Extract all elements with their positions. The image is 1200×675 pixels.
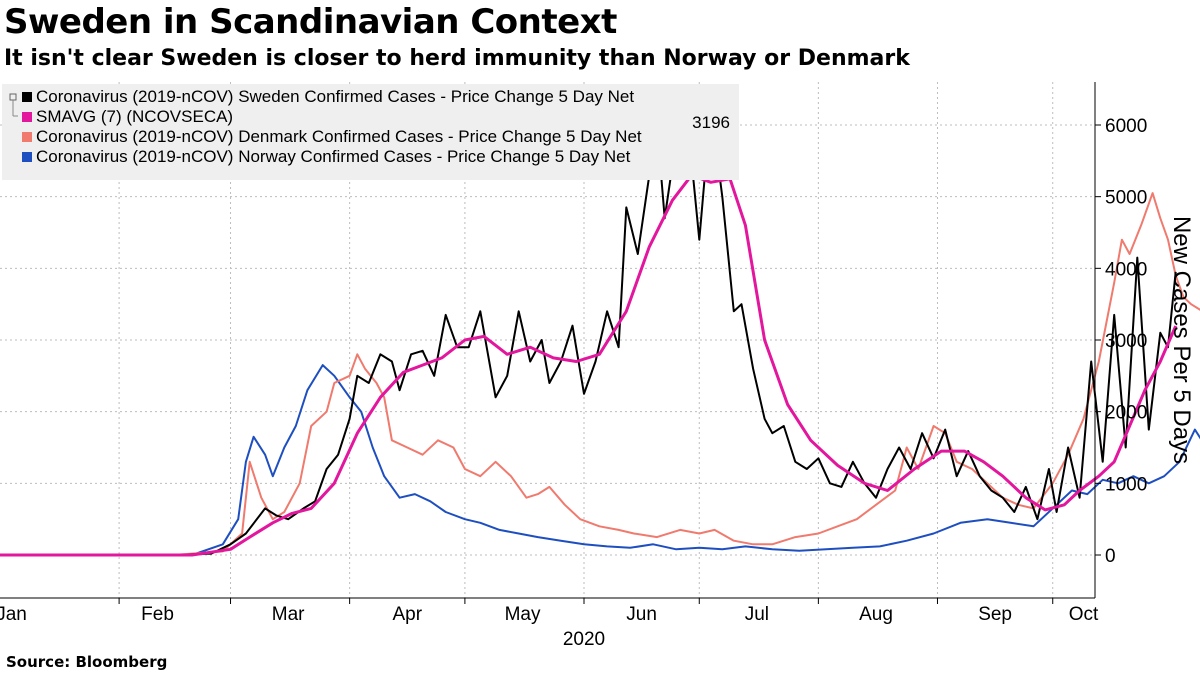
x-tick-label: May (505, 604, 541, 625)
series-line-1 (0, 173, 1178, 557)
legend: Coronavirus (2019-nCOV) Sweden Confirmed… (2, 84, 739, 180)
source-note: Source: Bloomberg (6, 653, 168, 671)
legend-swatch (22, 132, 32, 142)
y-tick-label: 3000 (1105, 331, 1147, 352)
y-tick-label: 2000 (1105, 403, 1147, 424)
legend-last-value: 3196 (692, 113, 730, 132)
legend-entry: Coronavirus (2019-nCOV) Norway Confirmed… (36, 147, 631, 166)
x-tick-label: Jun (626, 604, 657, 625)
x-tick-label: Aug (859, 604, 893, 625)
series-line-0 (0, 106, 1177, 556)
legend-entry: Coronavirus (2019-nCOV) Denmark Confirme… (36, 127, 642, 146)
chart-title: Sweden in Scandinavian Context (4, 2, 617, 42)
x-tick-label: Oct (1069, 604, 1099, 625)
legend-entry: SMAVG (7) (NCOVSECA) (36, 107, 233, 126)
series-line-3 (0, 364, 1200, 556)
legend-swatch (22, 112, 32, 122)
y-tick-label: 6000 (1105, 116, 1147, 137)
series-line-2 (0, 192, 1200, 556)
x-tick-label: Feb (141, 604, 174, 625)
x-tick-label: Sep (978, 604, 1012, 625)
x-tick-label: Mar (272, 604, 305, 625)
y-tick-label: 4000 (1105, 259, 1147, 280)
legend-swatch (22, 92, 32, 102)
legend-box (2, 84, 739, 180)
legend-swatch (22, 152, 32, 162)
y-tick-label: 1000 (1105, 474, 1147, 495)
x-tick-label: Apr (392, 604, 422, 625)
x-tick-label: Jul (745, 604, 769, 625)
axes: 0 1000 2000 3000 4000 5000 6000 Jan Feb Mar Apr May… (0, 82, 1147, 650)
y-tick-label: 5000 (1105, 188, 1147, 209)
y-axis-label: New Cases Per 5 Days (1168, 216, 1195, 464)
chart-subtitle: It isn't clear Sweden is closer to herd … (4, 46, 910, 71)
x-year-label: 2020 (563, 629, 605, 650)
y-tick-label: 0 (1105, 546, 1116, 567)
x-tick-label: Jan (0, 604, 27, 625)
legend-entry: Coronavirus (2019-nCOV) Sweden Confirmed… (36, 87, 634, 106)
